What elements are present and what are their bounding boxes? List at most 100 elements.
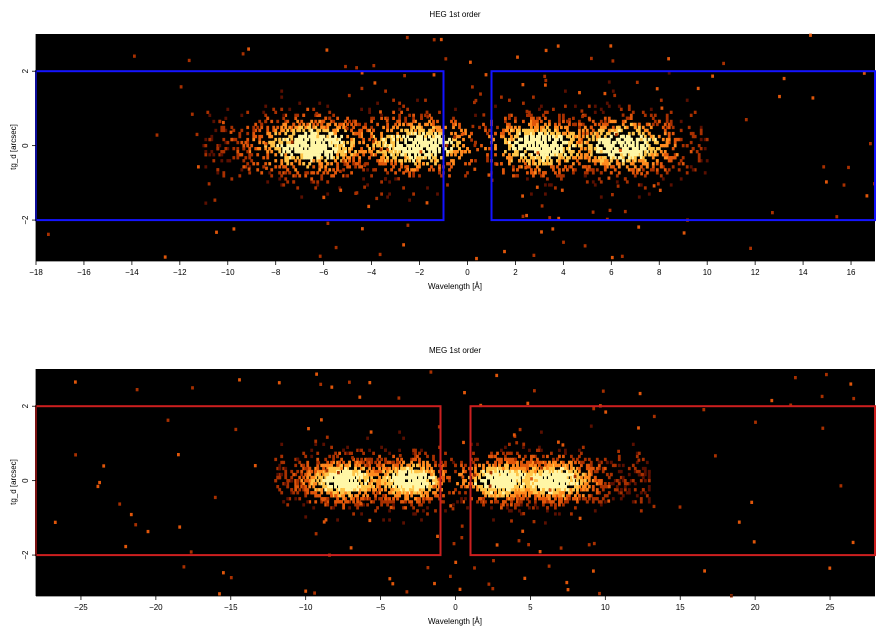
- heg-pixel: [370, 132, 373, 135]
- heg-pixel: [592, 171, 595, 174]
- heg-pixel: [452, 144, 455, 147]
- heg-pixel: [248, 147, 251, 150]
- heg-pixel: [438, 126, 441, 129]
- heg-pixel: [414, 129, 417, 132]
- heg-pixel: [521, 194, 524, 197]
- heg-pixel: [242, 165, 245, 168]
- heg-pixel: [360, 150, 363, 153]
- heg-pixel: [230, 131, 233, 134]
- heg-pixel: [496, 163, 499, 166]
- heg-pixel: [258, 141, 261, 144]
- heg-pixel: [462, 144, 465, 147]
- meg-pixel: [602, 488, 605, 491]
- heg-pixel: [608, 138, 611, 141]
- heg-pixel: [386, 159, 389, 162]
- heg-pixel: [544, 183, 547, 186]
- heg-pixel: [488, 129, 491, 132]
- meg-pixel: [368, 485, 371, 488]
- meg-pixel: [634, 482, 637, 485]
- meg-pixel: [366, 437, 369, 440]
- heg-pixel: [294, 141, 297, 144]
- meg-pixel: [364, 482, 367, 485]
- heg-pixel: [348, 120, 351, 123]
- meg-pixel: [412, 506, 415, 509]
- meg-pixel: [290, 488, 293, 491]
- heg-pixel: [516, 168, 519, 171]
- heg-pixel: [286, 138, 289, 141]
- heg-pixel: [626, 150, 629, 153]
- meg-pixel: [392, 503, 395, 506]
- heg-pixel: [424, 156, 427, 159]
- meg-pixel: [298, 476, 301, 479]
- heg-pixel: [332, 141, 335, 144]
- heg-pixel: [458, 147, 461, 150]
- meg-pixel: [544, 476, 547, 479]
- meg-pixel: [576, 491, 579, 494]
- meg-pixel: [572, 458, 575, 461]
- heg-pixel: [562, 241, 565, 244]
- meg-pixel: [340, 458, 343, 461]
- heg-pixel: [600, 108, 603, 111]
- heg-pixel: [418, 165, 421, 168]
- heg-pixel: [428, 120, 431, 123]
- heg-pixel: [422, 162, 425, 165]
- heg-pixel: [320, 174, 323, 177]
- heg-pixel: [356, 153, 359, 156]
- meg-pixel: [388, 461, 391, 464]
- heg-pixel: [562, 117, 565, 120]
- heg-pixel: [390, 129, 393, 132]
- meg-pixel: [342, 479, 345, 482]
- heg-pixel: [248, 168, 251, 171]
- heg-pixel: [436, 159, 439, 162]
- heg-pixel: [640, 150, 643, 153]
- heg-pixel: [618, 162, 621, 165]
- heg-pixel: [290, 153, 293, 156]
- heg-pixel: [446, 183, 449, 186]
- heg-pixel: [280, 108, 283, 111]
- heg-pixel: [522, 120, 525, 123]
- heg-pixel: [276, 126, 279, 129]
- heg-pixel: [280, 126, 283, 129]
- heg-pixel: [608, 150, 611, 153]
- heg-pixel: [550, 144, 553, 147]
- heg-pixel: [580, 147, 583, 150]
- heg-pixel: [644, 186, 647, 189]
- heg-pixel: [466, 171, 469, 174]
- heg-pixel: [628, 156, 631, 159]
- heg-pixel: [546, 147, 549, 150]
- heg-pixel: [600, 129, 603, 132]
- heg-pixel: [642, 132, 645, 135]
- heg-pixel: [292, 129, 295, 132]
- heg-pixel: [506, 129, 509, 132]
- heg-pixel: [386, 119, 389, 122]
- heg-pixel: [544, 171, 547, 174]
- heg-pixel: [652, 165, 655, 168]
- meg-pixel: [302, 464, 305, 467]
- heg-pixel: [318, 102, 321, 105]
- heg-pixel: [690, 165, 693, 168]
- heg-pixel: [586, 168, 589, 171]
- heg-pixel: [611, 193, 614, 196]
- heg-pixel: [312, 141, 315, 144]
- meg-pixel: [532, 455, 535, 458]
- meg-pixel: [530, 464, 533, 467]
- meg-pixel: [404, 506, 407, 509]
- heg-pixel: [400, 144, 403, 147]
- heg-pixel: [396, 153, 399, 156]
- heg-pixel: [500, 162, 503, 165]
- heg-pixel: [392, 111, 395, 114]
- meg-pixel: [398, 470, 401, 473]
- heg-pixel: [532, 120, 535, 123]
- heg-pixel: [632, 171, 635, 174]
- heg-pixel: [664, 168, 667, 171]
- heg-pixel: [544, 123, 547, 126]
- heg-pixel: [749, 247, 752, 250]
- heg-pixel: [458, 156, 461, 159]
- heg-pixel: [609, 209, 612, 212]
- heg-pixel: [318, 162, 321, 165]
- heg-pixel: [300, 120, 303, 123]
- meg-pixel: [348, 491, 351, 494]
- heg-pixel: [298, 141, 301, 144]
- heg-pixel: [400, 138, 403, 141]
- heg-pixel: [404, 117, 407, 120]
